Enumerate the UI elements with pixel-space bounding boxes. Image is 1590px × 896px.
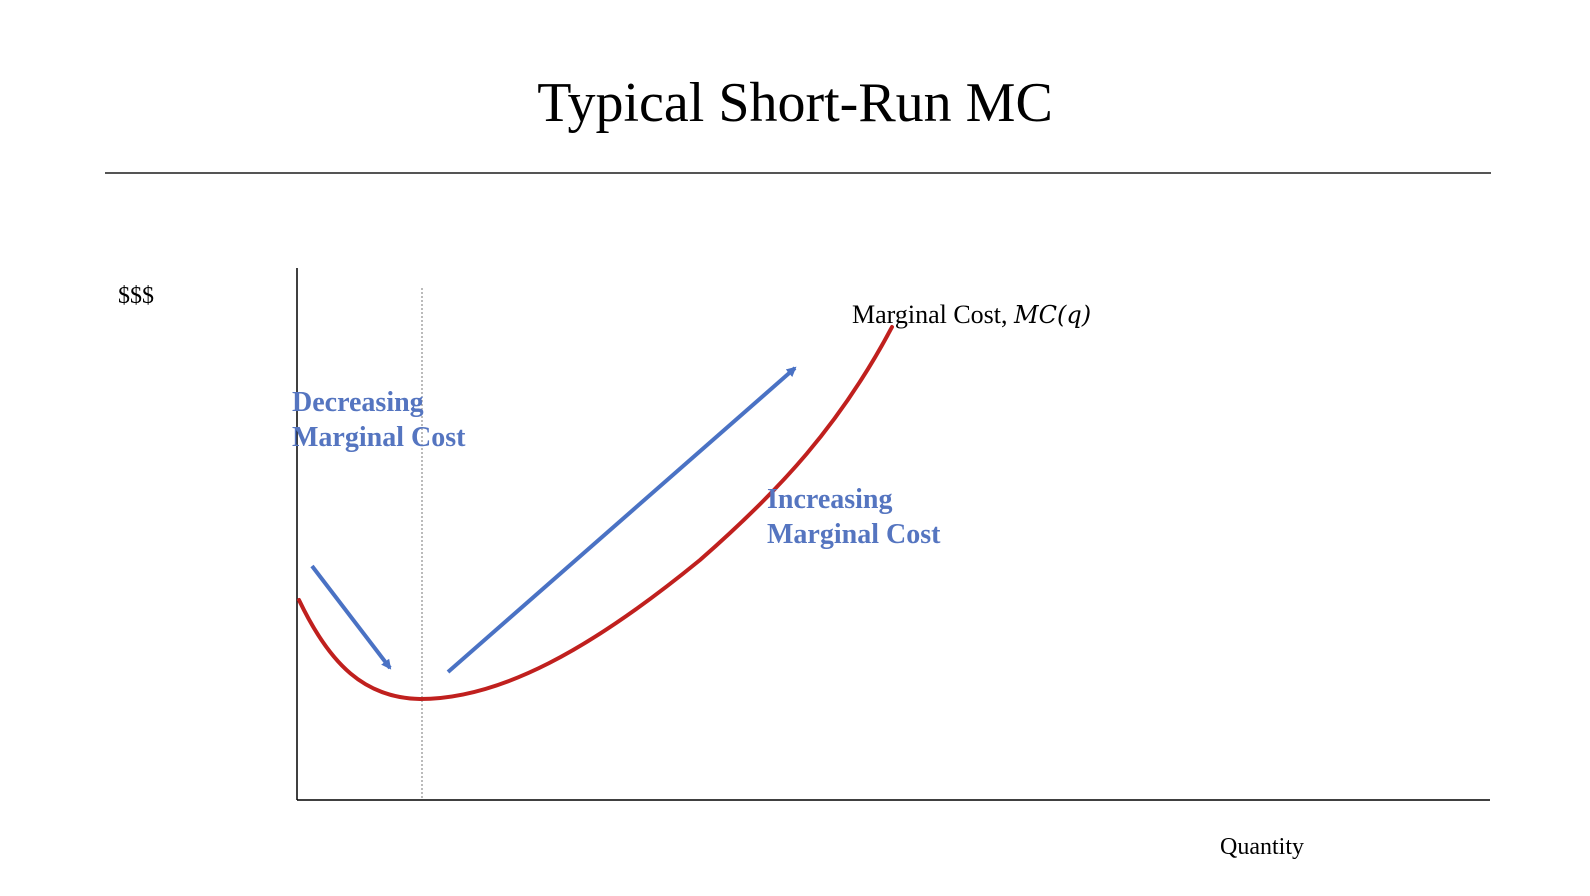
decreasing-arrow xyxy=(310,564,392,670)
slide-title: Typical Short-Run MC xyxy=(537,72,1053,134)
y-axis-label: $$$ xyxy=(118,283,154,309)
increasing-mc-label-line2: Marginal Cost xyxy=(767,519,941,550)
increasing-arrow xyxy=(446,366,797,674)
mc-curve xyxy=(297,325,894,702)
mc-curve-label: Marginal Cost, MC(q) xyxy=(852,300,1091,329)
increasing-mc-label-line1: Increasing xyxy=(767,484,893,515)
mc-curve-label-math: MC(q) xyxy=(1013,301,1091,329)
x-axis-label: Quantity xyxy=(1220,834,1304,860)
decreasing-mc-label: Decreasing Marginal Cost xyxy=(292,387,466,453)
title-divider xyxy=(105,172,1491,174)
decreasing-mc-label-line2: Marginal Cost xyxy=(292,422,466,453)
decreasing-mc-label-line1: Decreasing xyxy=(292,387,424,418)
mc-curve-label-text: Marginal Cost, xyxy=(852,300,1014,329)
increasing-mc-label: Increasing Marginal Cost xyxy=(767,484,941,550)
